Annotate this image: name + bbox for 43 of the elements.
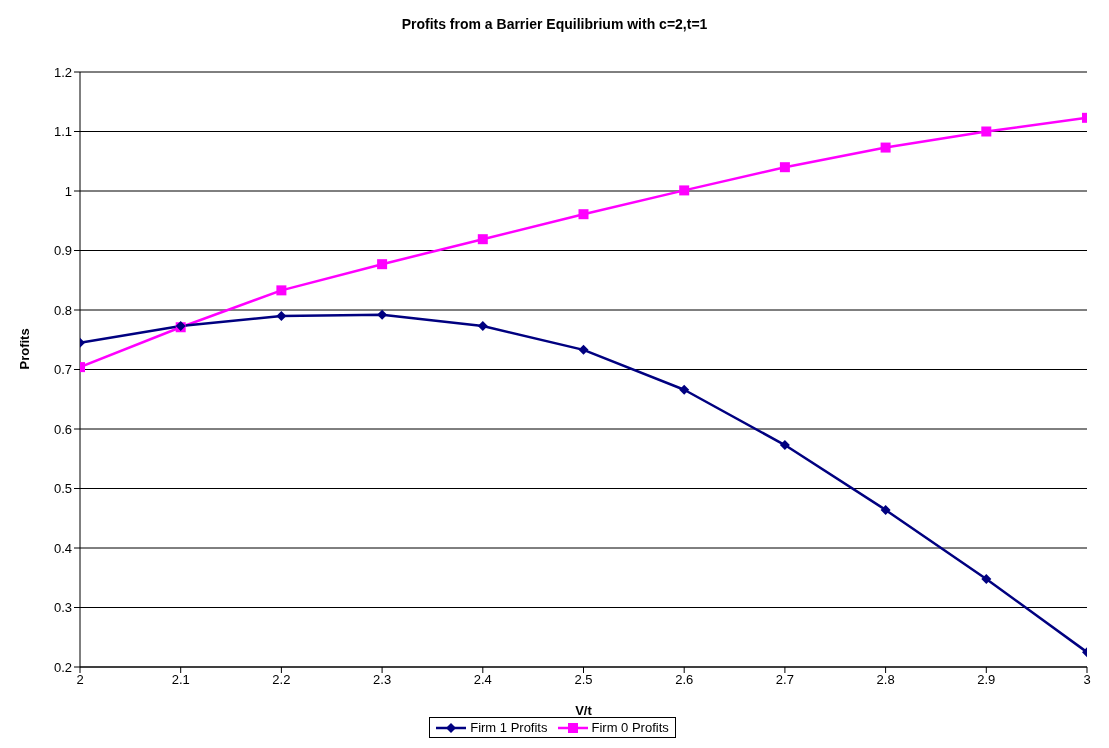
y-tick-label: 1.1: [53, 124, 72, 140]
y-tick-label: 0.7: [53, 362, 72, 378]
point: [779, 440, 790, 451]
x-tick-label: 2.8: [876, 672, 895, 688]
point: [377, 259, 388, 270]
y-tick-label: 1.2: [53, 64, 72, 80]
point: [276, 310, 287, 321]
y-tick-label: 0.9: [53, 243, 72, 259]
point: [679, 185, 690, 196]
point: [578, 209, 589, 220]
x-tick-label: 2.2: [272, 672, 291, 688]
x-tick-label: 3: [1083, 672, 1091, 688]
y-tick-label: 0.2: [53, 659, 72, 675]
x-tick-label: 2.1: [171, 672, 190, 688]
point: [880, 142, 891, 153]
x-tick-label: 2.3: [373, 672, 392, 688]
point: [477, 234, 488, 245]
point: [880, 504, 891, 515]
point: [477, 321, 488, 332]
x-tick-label: 2.9: [977, 672, 996, 688]
x-tick-label: 2.4: [473, 672, 492, 688]
x-tick-label: 2.6: [675, 672, 694, 688]
x-tick-label: 2.7: [775, 672, 794, 688]
y-tick-label: 0.6: [53, 421, 72, 437]
legend-label: Firm 0 Profits: [591, 720, 669, 735]
y-tick-label: 0.3: [53, 600, 72, 616]
x-tick-label: 2: [76, 672, 84, 688]
point: [779, 162, 790, 173]
point: [377, 309, 388, 320]
point: [276, 285, 287, 296]
point: [981, 126, 992, 137]
y-tick-label: 0.5: [53, 481, 72, 497]
point: [981, 573, 992, 584]
y-tick-label: 1: [64, 183, 72, 199]
y-tick-label: 0.8: [53, 302, 72, 318]
y-tick-label: 0.4: [53, 540, 72, 556]
y-axis-title: Profits: [16, 328, 32, 370]
x-tick-label: 2.5: [574, 672, 593, 688]
point: [679, 384, 690, 395]
legend-label: Firm 1 Profits: [470, 720, 548, 735]
chart-title: Profits from a Barrier Equilibrium with c=2,t=1: [400, 15, 709, 34]
point: [578, 344, 589, 355]
x-axis-title: V/t: [575, 703, 593, 718]
